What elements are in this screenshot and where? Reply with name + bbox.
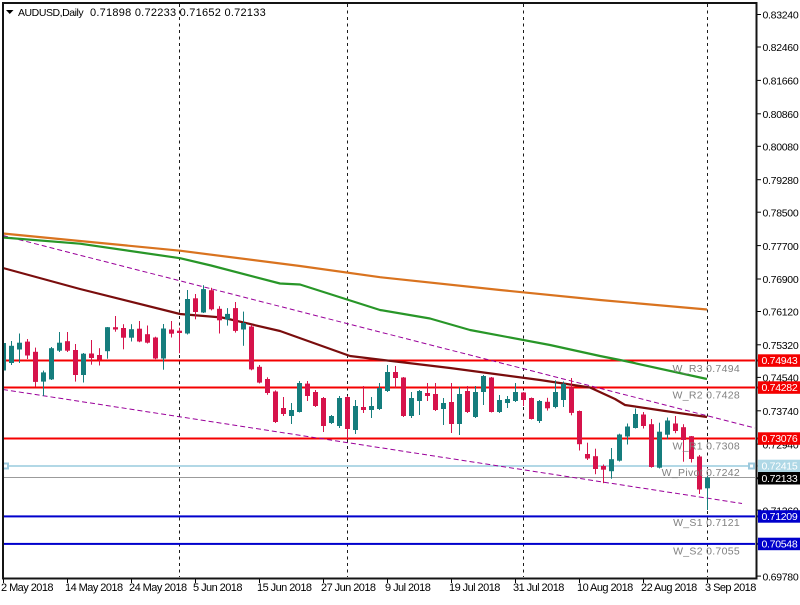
svg-text:5 Jun 2018: 5 Jun 2018 (193, 582, 242, 594)
svg-text:0.74943: 0.74943 (762, 355, 798, 367)
svg-text:3 Sep 2018: 3 Sep 2018 (705, 582, 756, 594)
svg-text:W_Pivot 0.7242: W_Pivot 0.7242 (662, 467, 740, 479)
svg-text:W_R2 0.7428: W_R2 0.7428 (672, 390, 740, 402)
svg-text:0.76120: 0.76120 (763, 307, 799, 319)
svg-text:0.79280: 0.79280 (763, 175, 799, 187)
svg-text:31 Jul 2018: 31 Jul 2018 (513, 582, 564, 594)
svg-text:10 Aug 2018: 10 Aug 2018 (577, 582, 633, 594)
svg-text:14 May 2018: 14 May 2018 (65, 582, 123, 594)
svg-text:0.75320: 0.75320 (763, 340, 799, 352)
svg-text:0.74282: 0.74282 (762, 382, 798, 394)
svg-text:W_R1 0.7308: W_R1 0.7308 (672, 441, 740, 453)
svg-text:0.83240: 0.83240 (763, 10, 799, 22)
svg-text:0.77700: 0.77700 (763, 241, 799, 253)
svg-text:0.73740: 0.73740 (763, 406, 799, 418)
svg-text:0.78500: 0.78500 (763, 207, 799, 219)
svg-text:24 May 2018: 24 May 2018 (129, 582, 187, 594)
svg-text:0.80080: 0.80080 (763, 142, 799, 154)
svg-text:22 Aug 2018: 22 Aug 2018 (641, 582, 697, 594)
svg-text:15 Jun 2018: 15 Jun 2018 (257, 582, 312, 594)
svg-text:0.81660: 0.81660 (763, 76, 799, 88)
svg-text:19 Jul 2018: 19 Jul 2018 (449, 582, 500, 594)
svg-text:AUDUSD,Daily: AUDUSD,Daily (18, 7, 84, 19)
svg-text:0.72133: 0.72133 (762, 473, 798, 485)
svg-text:0.82460: 0.82460 (763, 42, 799, 54)
svg-text:W_S1 0.7121: W_S1 0.7121 (673, 517, 740, 529)
svg-text:0.73076: 0.73076 (762, 433, 798, 445)
svg-text:0.70548: 0.70548 (762, 539, 798, 551)
svg-text:W_R3 0.7494: W_R3 0.7494 (672, 363, 740, 375)
svg-text:0.72415: 0.72415 (762, 461, 798, 473)
svg-text:0.76900: 0.76900 (763, 274, 799, 286)
svg-text:0.71898 0.72233 0.71652 0.7213: 0.71898 0.72233 0.71652 0.72133 (90, 7, 266, 19)
svg-text:9 Jul 2018: 9 Jul 2018 (385, 582, 431, 594)
svg-text:0.71209: 0.71209 (762, 511, 798, 523)
svg-text:W_S2 0.7055: W_S2 0.7055 (673, 546, 740, 558)
svg-text:0.80860: 0.80860 (763, 109, 799, 121)
svg-text:2 May 2018: 2 May 2018 (1, 582, 53, 594)
svg-text:27 Jun 2018: 27 Jun 2018 (321, 582, 376, 594)
svg-text:0.69780: 0.69780 (763, 571, 799, 583)
